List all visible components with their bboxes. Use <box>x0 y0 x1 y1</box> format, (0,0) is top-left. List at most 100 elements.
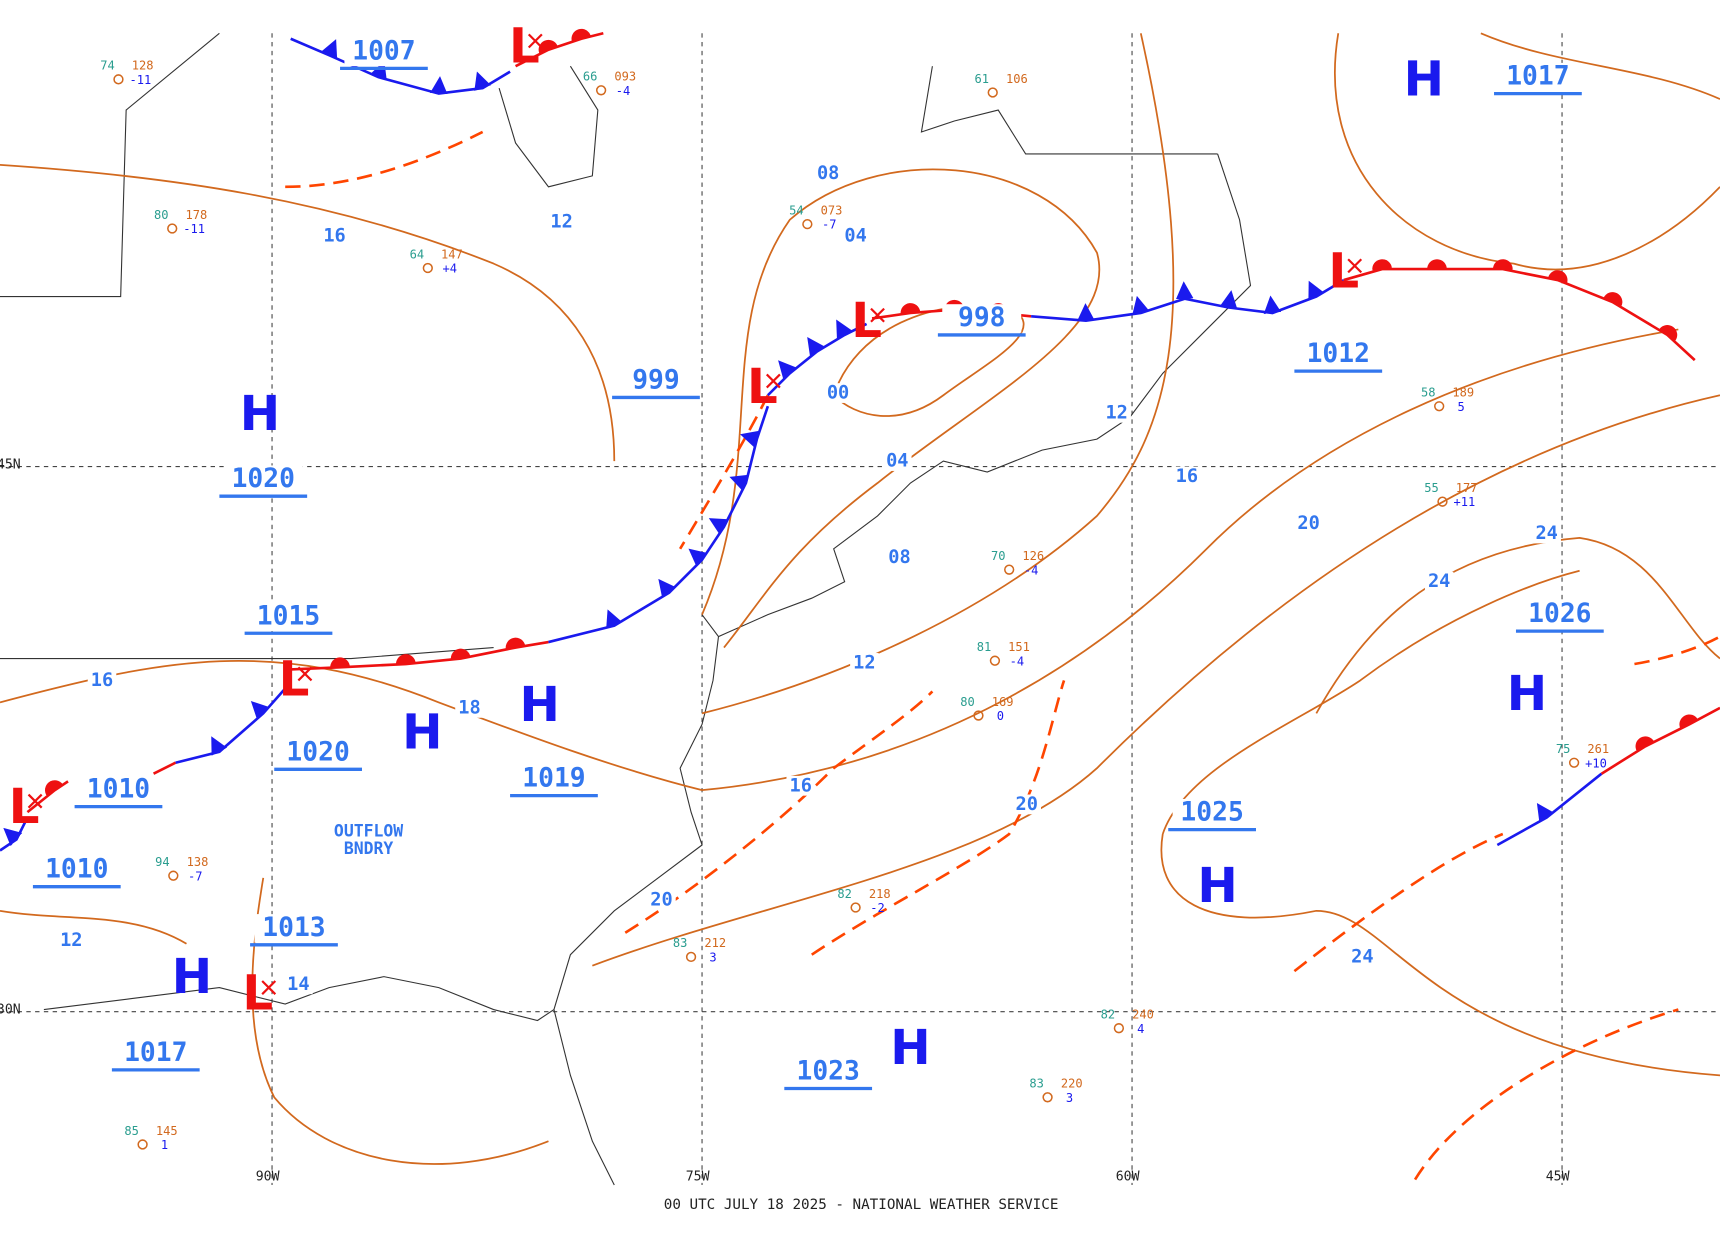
pressure-label: 1010 <box>87 775 150 805</box>
high-center: H <box>519 677 559 733</box>
low-x <box>527 33 543 49</box>
low-center: L <box>851 293 882 349</box>
boundary-label: OUTFLOW <box>334 821 403 840</box>
pressure-label-bg <box>1298 340 1378 369</box>
high-center: H <box>1197 858 1237 914</box>
station-temp: 74 <box>100 59 115 73</box>
station-pressure: 240 <box>1132 1008 1154 1022</box>
station-marker <box>168 870 179 881</box>
isobar-label: 08 <box>888 547 910 568</box>
station-pressure: 261 <box>1587 742 1609 756</box>
high-center: H <box>402 704 442 760</box>
station-pressure: 147 <box>441 247 463 261</box>
isobar-label: 24 <box>1351 946 1373 967</box>
station-temp: 82 <box>837 887 852 901</box>
station-temp: 64 <box>410 247 425 261</box>
station-pressure: 145 <box>156 1124 178 1138</box>
pressure-label: 1019 <box>522 764 585 794</box>
pressure-label-bg <box>223 465 303 494</box>
station-tendency: -7 <box>822 218 837 232</box>
station-marker <box>167 223 178 234</box>
isobar-label-bg <box>813 163 843 184</box>
isobar-label-bg <box>57 930 86 951</box>
pressure-label-bg <box>116 1039 196 1068</box>
station-tendency: -2 <box>870 901 885 915</box>
isobar-label: 16 <box>1176 466 1198 487</box>
station-tendency: -11 <box>130 73 152 87</box>
station-marker <box>422 262 433 274</box>
low-x <box>765 373 781 389</box>
isobar-label-bg <box>87 670 117 691</box>
pressure-label: 1023 <box>797 1057 860 1087</box>
grid-label: 30N <box>0 1003 21 1018</box>
isobar-label-bg <box>885 547 914 568</box>
isobar-label-bg <box>1172 466 1202 487</box>
isobar-label: 08 <box>817 163 839 184</box>
isobar-label-bg <box>1532 523 1561 544</box>
isobar-label: 20 <box>650 889 672 910</box>
pressure-label-bg <box>37 855 117 885</box>
station-tendency: -7 <box>188 869 203 883</box>
station-marker <box>973 710 984 721</box>
station-marker <box>1042 1092 1053 1103</box>
isobar-label: 20 <box>1297 513 1319 534</box>
pressure-label-bg <box>1172 798 1252 828</box>
high-center: H <box>1404 52 1444 108</box>
isobar-label: 04 <box>886 451 908 472</box>
station-pressure: 218 <box>869 887 891 901</box>
station-pressure: 177 <box>1456 481 1478 495</box>
station-marker <box>1568 757 1580 768</box>
station-pressure: 178 <box>185 208 207 222</box>
pressure-label: 1012 <box>1307 339 1370 369</box>
isobar-label-bg <box>284 974 313 995</box>
grid-label: 75W <box>686 1169 710 1184</box>
station-pressure: 212 <box>704 936 726 950</box>
pressure-label-bg <box>254 914 334 943</box>
high-center: H <box>172 949 212 1005</box>
isobar-label: 12 <box>550 211 572 232</box>
grid-label: 90W <box>256 1169 280 1184</box>
pressure-label: 1020 <box>286 737 349 767</box>
station-temp: 82 <box>1101 1008 1116 1022</box>
station-temp: 66 <box>583 70 598 84</box>
coastlines <box>0 32 1252 1186</box>
station-tendency: +4 <box>442 262 457 276</box>
pressure-label-bg <box>78 775 158 805</box>
isobar-label: 18 <box>458 697 480 718</box>
pressure-label-bg <box>1520 600 1600 629</box>
station-pressure: 126 <box>1022 549 1044 563</box>
station-tendency: 0 <box>997 709 1004 723</box>
isobar-label-bg <box>547 212 576 232</box>
station-temp: 54 <box>789 203 804 217</box>
isobar-label: 24 <box>1535 523 1557 544</box>
station-marker <box>1113 1023 1125 1034</box>
station-pressure: 151 <box>1008 640 1030 654</box>
station-tendency: 3 <box>1066 1091 1073 1105</box>
isobar-label-bg <box>1348 947 1377 967</box>
isobar-label-bg <box>823 383 853 403</box>
pressure-label-bg <box>1498 62 1578 92</box>
pressure-label: 1017 <box>124 1038 187 1068</box>
isobar-label: 16 <box>91 670 113 691</box>
isobar-label-bg <box>1012 794 1041 815</box>
station-tendency: -11 <box>183 222 205 236</box>
low-center: L <box>1328 244 1359 300</box>
isobar-label-bg <box>841 226 870 247</box>
grid-label: 45W <box>1546 1169 1570 1184</box>
station-tendency: 4 <box>1137 1022 1144 1036</box>
pressure-label: 999 <box>632 365 680 395</box>
isobar-label-bg <box>455 698 484 718</box>
pressure-label-bg <box>344 37 424 67</box>
station-marker <box>989 655 1001 666</box>
grid <box>0 33 1720 1186</box>
isobar-label-bg <box>1294 513 1323 534</box>
station-tendency: 3 <box>709 950 716 964</box>
station-temp: 94 <box>155 855 170 869</box>
low-center: L <box>279 652 310 708</box>
isobar-label: 00 <box>827 383 849 404</box>
pressure-label-bg <box>278 738 358 768</box>
isobar-label-bg <box>786 775 816 796</box>
station-temp: 61 <box>975 72 990 86</box>
isobar-label-bg <box>883 451 912 471</box>
station-tendency: 5 <box>1457 400 1464 414</box>
